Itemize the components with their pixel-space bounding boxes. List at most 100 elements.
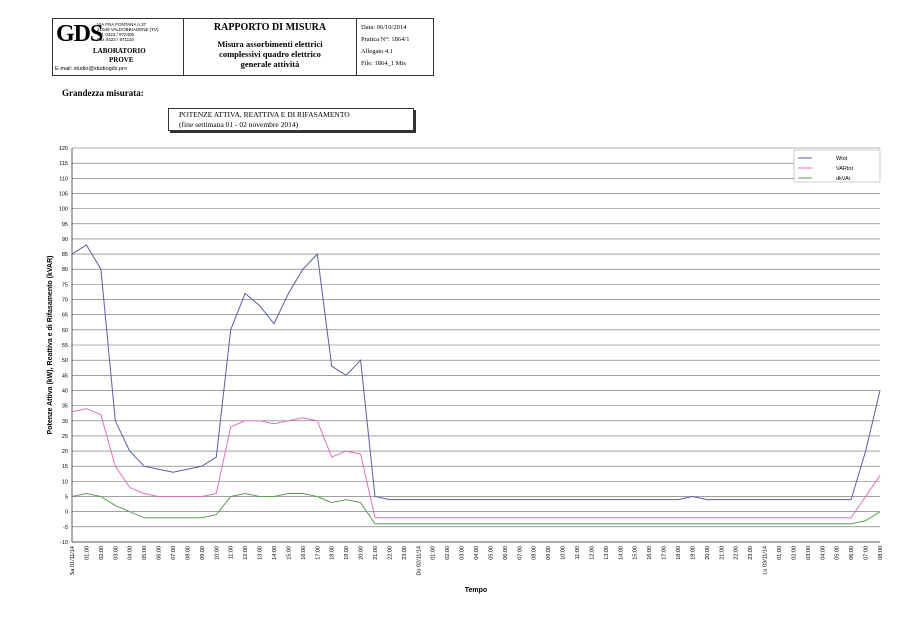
series-line bbox=[71, 492, 881, 525]
address-line: 31049 VALDOBBIADENE (TV) bbox=[97, 27, 159, 32]
y-tick-label: 15 bbox=[62, 464, 68, 470]
legend-label: VARtot bbox=[836, 166, 853, 172]
x-tick-label: 15:00 bbox=[286, 546, 292, 560]
y-tick-label: 25 bbox=[62, 434, 68, 440]
x-tick-label: 19:00 bbox=[690, 546, 696, 560]
x-tick-label: 02:00 bbox=[791, 546, 797, 560]
y-tick-label: 0 bbox=[65, 510, 68, 516]
header: GDS VIA FRA FONTANA n.37 31049 VALDOBBIA… bbox=[52, 18, 434, 76]
logo: GDS bbox=[56, 21, 103, 47]
x-tick-label: 15:00 bbox=[633, 546, 639, 560]
y-tick-label: 105 bbox=[59, 191, 68, 197]
x-tick-label: 09:00 bbox=[200, 546, 206, 560]
y-tick-label: 95 bbox=[62, 222, 68, 228]
x-axis-label: Tempo bbox=[465, 587, 487, 594]
y-tick-label: 120 bbox=[59, 146, 68, 152]
x-tick-label: Do 02/11/14 bbox=[416, 546, 422, 576]
chart-title-box: POTENZE ATTIVA, REATTIVA E DI RIFASAMENT… bbox=[168, 108, 414, 131]
x-tick-label: 20:00 bbox=[705, 546, 711, 560]
y-axis-label: Potenze Attiva (kW), Reattiva e di Rifas… bbox=[47, 256, 54, 435]
x-tick-label: 11:00 bbox=[229, 546, 235, 559]
x-tick-label: 06:00 bbox=[503, 546, 509, 560]
address-line: Fax 0423 / 971110 bbox=[97, 37, 134, 42]
subtitle-line: Misura assorbimenti elettrici bbox=[217, 39, 323, 49]
title-cell: RAPPORTO DI MISURA Misura assorbimenti e… bbox=[184, 19, 357, 75]
x-tick-label: 07:00 bbox=[864, 546, 870, 560]
x-tick-label: 06:00 bbox=[849, 546, 855, 560]
x-tick-label: 08:00 bbox=[185, 546, 191, 560]
legend-box bbox=[793, 149, 881, 183]
x-tick-label: 01:00 bbox=[431, 546, 437, 560]
x-tick-label: 02:00 bbox=[445, 546, 451, 560]
y-tick-label: 85 bbox=[62, 252, 68, 258]
y-tick-label: 100 bbox=[59, 207, 68, 213]
email: E-mail: studio@studiogds.pro bbox=[55, 66, 127, 72]
x-tick-label: 06:00 bbox=[157, 546, 163, 560]
y-tick-label: 70 bbox=[62, 298, 68, 304]
y-tick-label: 50 bbox=[62, 358, 68, 364]
x-tick-label: 19:00 bbox=[344, 546, 350, 560]
x-tick-label: 20:00 bbox=[359, 546, 365, 560]
x-tick-label: 23:00 bbox=[748, 546, 754, 560]
x-tick-label: 16:00 bbox=[647, 546, 653, 560]
x-tick-label: 18:00 bbox=[330, 546, 336, 560]
x-tick-label: 14:00 bbox=[272, 546, 278, 560]
y-tick-label: 30 bbox=[62, 419, 68, 425]
y-tick-label: 55 bbox=[62, 343, 68, 349]
y-tick-label: -5 bbox=[63, 525, 68, 531]
x-tick-label: 10:00 bbox=[561, 546, 567, 560]
x-tick-label: 05:00 bbox=[835, 546, 841, 560]
x-tick-label: 03:00 bbox=[806, 546, 812, 560]
logo-cell: GDS VIA FRA FONTANA n.37 31049 VALDOBBIA… bbox=[53, 19, 184, 75]
x-tick-label: 08:00 bbox=[878, 546, 884, 560]
legend-label: Wtot bbox=[836, 156, 848, 162]
x-tick-label: 17:00 bbox=[315, 546, 321, 560]
y-tick-label: 20 bbox=[62, 449, 68, 455]
y-tick-label: 80 bbox=[62, 267, 68, 273]
x-tick-label: Lu 03/11/14 bbox=[763, 546, 769, 575]
x-tick-label: Sa 01/11/14 bbox=[70, 546, 76, 575]
legend-label: dkVAr bbox=[836, 176, 851, 182]
y-tick-label: 35 bbox=[62, 404, 68, 410]
x-tick-label: 03:00 bbox=[460, 546, 466, 560]
info-cell: Data: 06/10/2014 Pratica N°: 1864/1 Alle… bbox=[357, 19, 433, 75]
y-tick-label: 45 bbox=[62, 373, 68, 379]
x-tick-label: 11:00 bbox=[575, 546, 581, 559]
x-tick-label: 22:00 bbox=[387, 546, 393, 560]
y-tick-label: 40 bbox=[62, 388, 68, 394]
report-subtitle: Misura assorbimenti elettrici complessiv… bbox=[184, 39, 356, 69]
x-tick-label: 04:00 bbox=[128, 546, 134, 560]
address: VIA FRA FONTANA n.37 31049 VALDOBBIADENE… bbox=[97, 22, 158, 42]
y-tick-label: 110 bbox=[59, 176, 68, 182]
x-tick-label: 01:00 bbox=[777, 546, 783, 560]
x-tick-label: 05:00 bbox=[488, 546, 494, 560]
y-tick-label: 90 bbox=[62, 237, 68, 243]
x-tick-label: 21:00 bbox=[719, 546, 725, 560]
subtitle-line: complessivi quadro elettrico bbox=[219, 49, 321, 59]
x-tick-label: 04:00 bbox=[474, 546, 480, 560]
x-tick-label: 07:00 bbox=[171, 546, 177, 560]
x-tick-label: 07:00 bbox=[517, 546, 523, 560]
x-tick-label: 12:00 bbox=[243, 546, 249, 560]
y-tick-label: 65 bbox=[62, 313, 68, 319]
x-tick-label: 13:00 bbox=[604, 546, 610, 560]
x-tick-label: 12:00 bbox=[589, 546, 595, 560]
chart-title: POTENZE ATTIVA, REATTIVA E DI RIFASAMENT… bbox=[179, 110, 350, 119]
lab: LABORATORIO bbox=[93, 47, 146, 55]
chart-subtitle: (fine settimana 01 - 02 novembre 2014) bbox=[179, 120, 299, 129]
x-tick-label: 05:00 bbox=[142, 546, 148, 560]
y-tick-label: 75 bbox=[62, 282, 68, 288]
x-tick-label: 03:00 bbox=[113, 546, 119, 560]
x-tick-label: 17:00 bbox=[662, 546, 668, 560]
x-tick-label: 02:00 bbox=[99, 546, 105, 560]
address-line: Tel. 0423 / 972405 bbox=[97, 32, 135, 37]
x-tick-label: 23:00 bbox=[402, 546, 408, 560]
info-line: Allegato 4.1 bbox=[361, 48, 394, 55]
x-tick-label: 22:00 bbox=[734, 546, 740, 560]
subtitle-line: generale attività bbox=[240, 59, 300, 69]
series-line bbox=[71, 244, 881, 501]
address-line: VIA FRA FONTANA n.37 bbox=[97, 22, 147, 27]
info-line: Data: 06/10/2014 bbox=[361, 24, 407, 31]
